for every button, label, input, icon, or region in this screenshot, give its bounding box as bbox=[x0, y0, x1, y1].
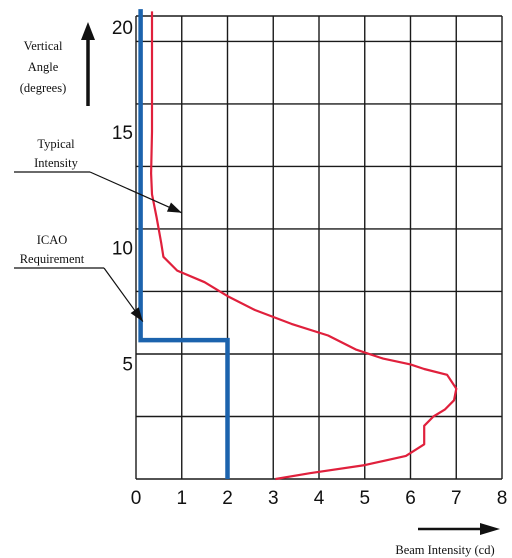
y-tick-label: 15 bbox=[112, 123, 133, 144]
annotation-arrowhead bbox=[166, 202, 182, 213]
x-tick-label: 6 bbox=[405, 488, 416, 509]
annotations bbox=[14, 171, 182, 322]
up-arrow-icon bbox=[81, 22, 95, 106]
y-axis-label-line3: (degrees) bbox=[20, 81, 67, 95]
icao-label-line1: ICAO bbox=[37, 233, 68, 247]
annotation-arrow-icon bbox=[14, 267, 144, 322]
y-tick-label: 5 bbox=[122, 354, 133, 375]
x-tick-label: 4 bbox=[314, 488, 325, 509]
y-axis-label-line1: Vertical bbox=[24, 39, 63, 53]
series-layer bbox=[138, 9, 458, 481]
x-tick-label: 3 bbox=[268, 488, 279, 509]
x-axis-label: Beam Intensity (cd) bbox=[395, 543, 494, 557]
typical-intensity-line bbox=[150, 11, 458, 481]
y-axis-label-line2: Angle bbox=[28, 60, 59, 74]
typical-intensity-label-line1: Typical bbox=[37, 137, 75, 151]
grid bbox=[135, 15, 503, 480]
x-tick-label: 7 bbox=[451, 488, 462, 509]
x-tick-label: 8 bbox=[497, 488, 508, 509]
x-tick-label: 2 bbox=[222, 488, 233, 509]
y-tick-label: 10 bbox=[112, 239, 133, 260]
icao-requirement-line bbox=[138, 9, 230, 479]
x-tick-label: 1 bbox=[176, 488, 187, 509]
annotation-leader-line bbox=[89, 171, 182, 214]
x-tick-label: 0 bbox=[131, 488, 142, 509]
right-arrow-icon bbox=[418, 523, 500, 535]
icao-label-line2: Requirement bbox=[20, 252, 85, 266]
typical-intensity-label-line2: Intensity bbox=[34, 156, 78, 170]
annotation-arrow-icon bbox=[14, 171, 182, 214]
tick-labels: 0 1 2 3 4 5 6 7 8 5 10 15 20 bbox=[112, 18, 507, 509]
annotation-arrowhead bbox=[130, 307, 143, 322]
x-tick-label: 5 bbox=[359, 488, 370, 509]
y-tick-label: 20 bbox=[112, 18, 133, 39]
